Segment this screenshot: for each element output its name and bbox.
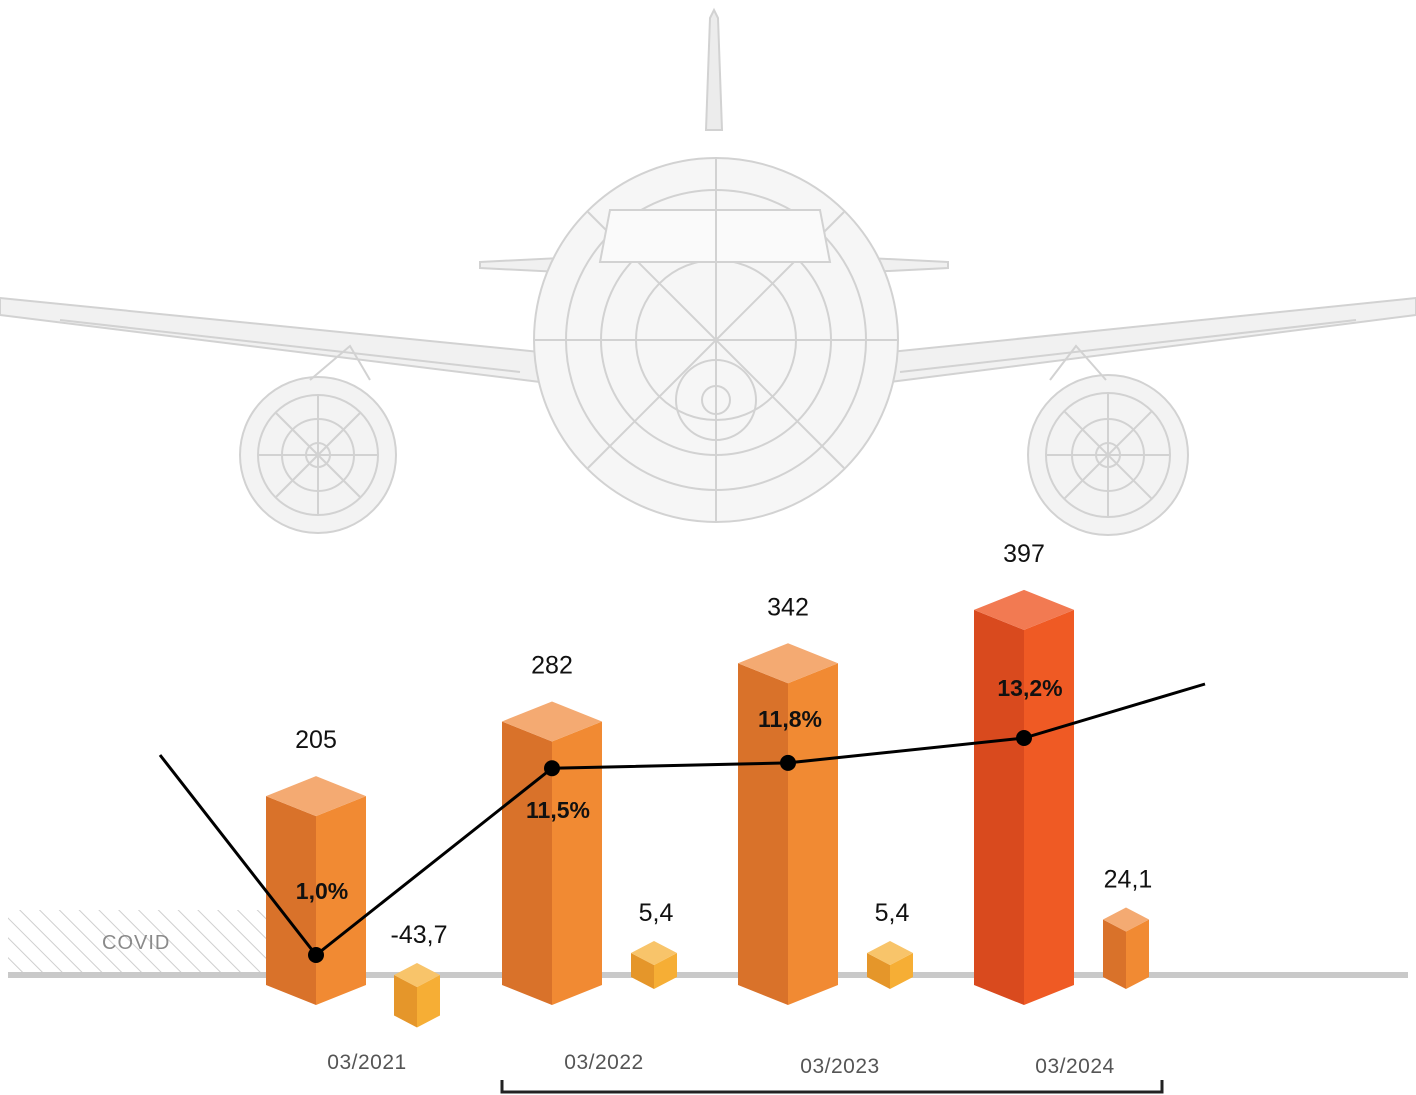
bar-03/2022-right-face xyxy=(552,721,602,1005)
bar-03/2023-left-face xyxy=(738,663,788,1005)
change-bar-03/2023 xyxy=(867,941,913,989)
change-bar-03/2021 xyxy=(394,963,440,1028)
percent-label: 11,8% xyxy=(758,706,822,732)
airplane-wireframe-icon xyxy=(0,7,1416,536)
percent-point xyxy=(780,754,796,771)
bar-03/2021-right-face xyxy=(316,796,366,1005)
x-tick-label: 03/2023 xyxy=(800,1055,879,1078)
change-bar-03/2022 xyxy=(631,941,677,989)
change-bar-03/2021-right-face xyxy=(417,975,440,1028)
bar-value-label: 205 xyxy=(295,726,337,754)
covid-label: COVID xyxy=(102,932,170,954)
change-value-label: -43,7 xyxy=(391,921,448,949)
bar-03/2021 xyxy=(266,776,366,1005)
change-bar-03/2024 xyxy=(1103,907,1149,989)
bar-03/2023-top-face xyxy=(738,643,838,684)
x-tick-label: 03/2022 xyxy=(564,1051,643,1074)
percent-point xyxy=(544,760,560,777)
bar-03/2024 xyxy=(974,589,1074,1005)
covid-region xyxy=(8,910,270,975)
bar-03/2024-left-face xyxy=(974,609,1024,1005)
bar-03/2021-left-face xyxy=(266,796,316,1005)
change-value-label: 5,4 xyxy=(875,899,910,927)
percent-trend-line xyxy=(158,682,1206,958)
change-bar-03/2022-top-face xyxy=(631,941,677,965)
bar-03/2023 xyxy=(738,643,838,1005)
x-tick-label: 03/2021 xyxy=(327,1051,406,1074)
change-bar-03/2023-top-face xyxy=(867,941,913,965)
change-value-label: 5,4 xyxy=(639,899,674,927)
percent-point xyxy=(308,947,324,963)
bar-03/2024-right-face xyxy=(1024,609,1074,1005)
bar-03/2021-top-face xyxy=(266,776,366,817)
bar-03/2022 xyxy=(502,701,602,1005)
bar-value-label: 282 xyxy=(531,651,573,679)
percent-point xyxy=(1016,730,1032,746)
period-bracket xyxy=(500,1080,1164,1094)
change-bar-03/2021-left-face xyxy=(394,975,417,1028)
change-bar-03/2021-top-face xyxy=(394,963,440,987)
x-tick-label: 03/2024 xyxy=(1035,1055,1114,1078)
change-bar-03/2024-right-face xyxy=(1126,919,1149,989)
bar-value-label: 397 xyxy=(1003,540,1045,568)
bar-03/2024-top-face xyxy=(974,589,1074,630)
change-bar-03/2024-top-face xyxy=(1103,907,1149,932)
bar-value-label: 342 xyxy=(767,593,809,621)
change-value-label: 24,1 xyxy=(1104,866,1153,894)
bar-03/2023-right-face xyxy=(788,663,838,1005)
percent-label: 1,0% xyxy=(296,878,348,904)
bar-03/2022-left-face xyxy=(502,721,552,1005)
change-bar-03/2024-left-face xyxy=(1103,919,1126,989)
percent-label: 13,2% xyxy=(997,675,1062,701)
bar-03/2022-top-face xyxy=(502,701,602,742)
percent-label: 11,5% xyxy=(526,797,590,823)
